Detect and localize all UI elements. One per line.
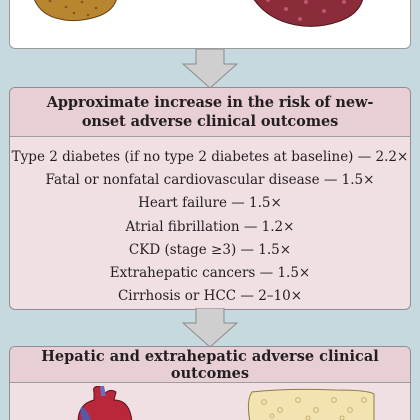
cirrhotic-liver-illustration — [247, 388, 375, 420]
liver-comparison-panel — [9, 0, 411, 49]
outcomes-panel-header: Hepatic and extrahepatic adverse clinica… — [10, 347, 410, 383]
down-arrow-icon — [182, 49, 238, 89]
heart-illustration — [77, 386, 133, 420]
risk-item: CKD (stage ≥3) — 1.5× — [128, 241, 292, 258]
risk-panel: Approximate increase in the risk of new-… — [9, 87, 411, 310]
risk-list: Type 2 diabetes (if no type 2 diabetes a… — [10, 137, 410, 308]
outcomes-panel: Hepatic and extrahepatic adverse clinica… — [9, 346, 411, 420]
down-arrow-icon — [182, 308, 238, 348]
risk-item: Atrial fibrillation — 1.2× — [125, 218, 295, 235]
risk-panel-title: Approximate increase in the risk of new-… — [46, 94, 374, 130]
risk-item: Fatal or nonfatal cardiovascular disease… — [45, 172, 375, 189]
risk-item: Cirrhosis or HCC — 2–10× — [117, 288, 303, 305]
risk-item: Heart failure — 1.5× — [138, 195, 282, 212]
healthy-liver-illustration — [34, 0, 117, 22]
risk-item: Extrahepatic cancers — 1.5× — [109, 265, 311, 282]
risk-panel-header: Approximate increase in the risk of new-… — [10, 88, 410, 137]
risk-item: Type 2 diabetes (if no type 2 diabetes a… — [11, 149, 409, 165]
outcomes-panel-title: Hepatic and extrahepatic adverse clinica… — [41, 347, 379, 382]
diseased-liver-illustration — [253, 0, 364, 27]
